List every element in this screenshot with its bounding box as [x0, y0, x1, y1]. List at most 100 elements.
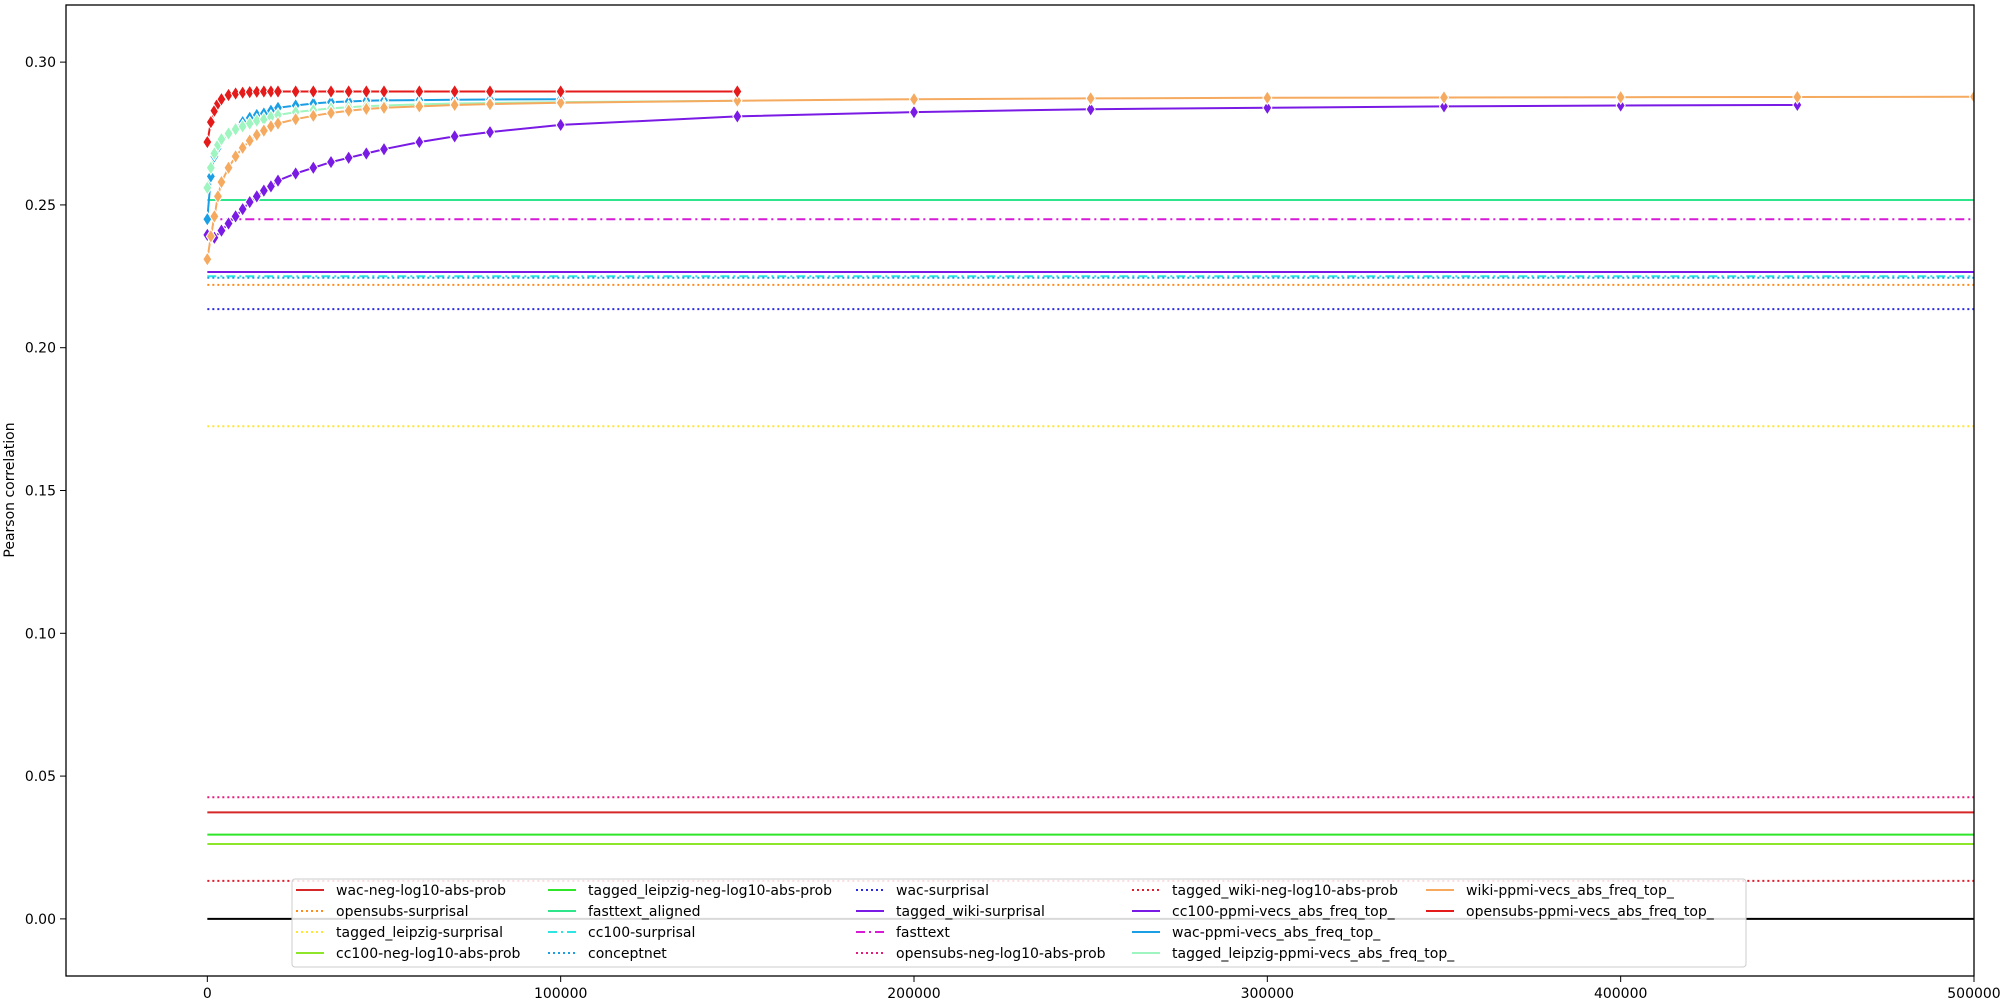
series-marker: [216, 91, 227, 108]
series-marker: [290, 83, 301, 100]
legend-label: conceptnet: [588, 946, 667, 962]
y-axis: 0.00 0.05 0.10 0.15 0.20 0.25 0.30: [25, 55, 66, 928]
series-marker: [308, 159, 319, 176]
series-marker: [290, 165, 301, 182]
series-marker: [223, 125, 234, 142]
series-marker: [555, 94, 566, 111]
series-marker: [209, 208, 220, 225]
legend-label: fasttext: [896, 925, 950, 941]
y-tick-label: 0.20: [25, 341, 56, 357]
series-marker: [1438, 89, 1450, 106]
series-marker: [908, 91, 920, 108]
series-marker: [343, 149, 354, 166]
series-marker: [251, 127, 262, 143]
series-marker: [449, 97, 460, 113]
legend-label: opensubs-ppmi-vecs_abs_freq_top_: [1466, 904, 1715, 920]
legend-label: wiki-ppmi-vecs_abs_freq_top_: [1466, 883, 1675, 899]
series-marker: [290, 111, 301, 128]
legend-label: tagged_wiki-surprisal: [896, 904, 1045, 920]
series-marker: [325, 154, 337, 170]
series-marker: [732, 108, 743, 125]
series-marker: [258, 182, 269, 199]
series-marker: [484, 83, 496, 100]
series-marker: [343, 102, 354, 119]
series-line: [206, 104, 1798, 239]
series-marker: [202, 251, 213, 268]
series-marker: [265, 83, 277, 100]
x-tick-label: 0: [203, 986, 212, 1000]
series-marker: [202, 134, 213, 151]
x-tick-label: 300000: [1241, 986, 1294, 1000]
legend-label: fasttext_aligned: [588, 904, 701, 920]
series-marker: [205, 168, 216, 185]
series-marker: [272, 83, 284, 100]
series-marker: [244, 194, 255, 210]
legend-label: opensubs-neg-log10-abs-prob: [896, 946, 1106, 962]
series-marker: [308, 107, 319, 124]
series-marker: [244, 84, 255, 101]
y-tick-label: 0.15: [25, 484, 56, 500]
x-axis: 0 100000 200000 300000 400000 500000: [203, 976, 2000, 1000]
series-marker: [230, 148, 241, 165]
legend-label: wac-surprisal: [896, 883, 989, 899]
legend-box: [291, 878, 1747, 968]
y-tick-label: 0.25: [25, 198, 56, 214]
series-marker: [230, 208, 241, 225]
series-marker: [449, 83, 460, 100]
series-marker: [223, 159, 234, 176]
series-marker: [555, 117, 566, 133]
series-marker: [325, 105, 337, 121]
series-marker: [361, 83, 372, 100]
legend-label: cc100-neg-log10-abs-prob: [336, 946, 521, 962]
y-tick-label: 0.05: [25, 769, 56, 785]
series-marker: [343, 83, 354, 100]
series-marker: [202, 179, 213, 196]
x-tick-label: 500000: [1947, 986, 2000, 1000]
legend-label: tagged_leipzig-ppmi-vecs_abs_freq_top_: [1172, 946, 1455, 962]
series-marker: [414, 83, 425, 100]
series-marker: [378, 83, 390, 100]
series-marker: [1085, 101, 1096, 118]
series-marker: [1968, 88, 1974, 105]
series-marker: [251, 83, 262, 100]
series-marker: [1615, 97, 1626, 114]
series-marker: [361, 101, 372, 117]
series-marker: [555, 83, 566, 100]
series-marker: [212, 188, 224, 205]
series-marker: [1792, 89, 1803, 105]
legend-label: tagged_wiki-neg-log10-abs-prob: [1172, 883, 1398, 899]
series-marker: [732, 92, 743, 109]
y-tick-label: 0.30: [25, 55, 56, 71]
series-marker: [414, 134, 425, 151]
series-marker: [216, 174, 227, 190]
series-marker: [258, 83, 269, 100]
series-marker: [251, 188, 262, 205]
series-marker: [1085, 90, 1096, 107]
series-marker: [216, 222, 227, 239]
series-marker: [265, 178, 277, 195]
series-marker: [484, 96, 496, 113]
series-marker: [272, 115, 284, 132]
series-marker: [908, 104, 920, 121]
y-tick-label: 0.10: [25, 626, 56, 642]
series-marker: [449, 128, 460, 145]
legend: wac-neg-log10-abs-prob opensubs-surprisal…: [291, 878, 1747, 968]
series-marker: [237, 201, 248, 218]
legend-label: tagged_leipzig-surprisal: [336, 925, 503, 941]
series-marker: [237, 84, 248, 101]
legend-label: cc100-surprisal: [588, 925, 695, 941]
legend-label: cc100-ppmi-vecs_abs_freq_top_: [1172, 904, 1396, 920]
series-marker: [414, 98, 425, 115]
y-axis-label: Pearson correlation: [2, 422, 18, 557]
series-marker: [1262, 89, 1273, 106]
legend-label: wac-ppmi-vecs_abs_freq_top_: [1172, 925, 1381, 941]
plot-background: [66, 5, 1974, 976]
series-marker: [205, 228, 216, 245]
series-marker: [244, 132, 255, 149]
series-marker: [1262, 99, 1273, 116]
legend-label: opensubs-surprisal: [336, 904, 469, 920]
series-marker: [258, 122, 269, 139]
series-marker: [325, 83, 337, 100]
series-marker: [216, 131, 227, 148]
